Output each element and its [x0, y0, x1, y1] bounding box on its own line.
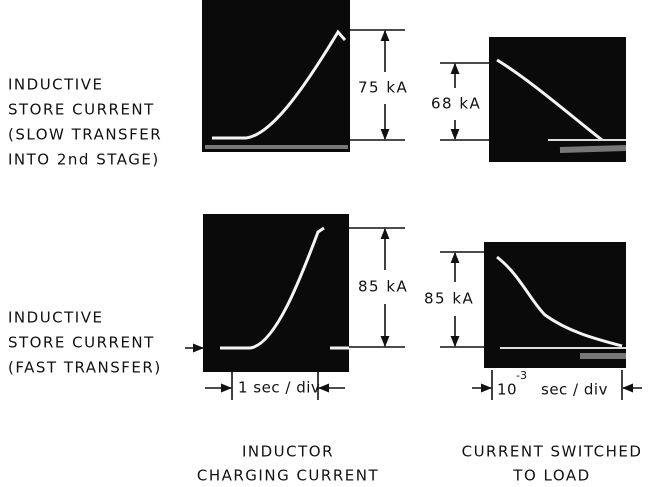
- row-label: (SLOW TRANSFER: [8, 126, 162, 144]
- scope-top-right: [489, 37, 626, 162]
- column-label: TO LOAD: [512, 467, 590, 485]
- row-label: (FAST TRANSFER): [8, 359, 162, 377]
- column-label: CHARGING CURRENT: [197, 467, 379, 485]
- figure: INDUCTIVE STORE CURRENT (SLOW TRANSFER I…: [0, 0, 663, 487]
- amplitude-label: 85 kA: [358, 278, 408, 296]
- amplitude-label: 85 kA: [424, 290, 474, 308]
- column-label: INDUCTOR: [242, 443, 334, 461]
- row-label: STORE CURRENT: [8, 334, 155, 352]
- scope-top-left: [202, 0, 350, 152]
- timebase-unit: sec / div: [541, 381, 608, 399]
- amplitude-label: 68 kA: [431, 95, 481, 113]
- scope-bottom-left: [203, 214, 349, 372]
- timebase-base: 10: [497, 381, 517, 399]
- row-label: INDUCTIVE: [8, 309, 103, 327]
- amplitude-label: 75 kA: [358, 79, 408, 97]
- row-label: INDUCTIVE: [8, 76, 103, 94]
- row-label: STORE CURRENT: [8, 101, 155, 119]
- scope-bottom-right: [484, 242, 626, 368]
- timebase-exponent: -3: [516, 369, 527, 382]
- row-label: INTO 2nd STAGE): [8, 151, 160, 169]
- column-label: CURRENT SWITCHED: [462, 443, 643, 461]
- timebase-label: 1 sec / div: [238, 379, 320, 397]
